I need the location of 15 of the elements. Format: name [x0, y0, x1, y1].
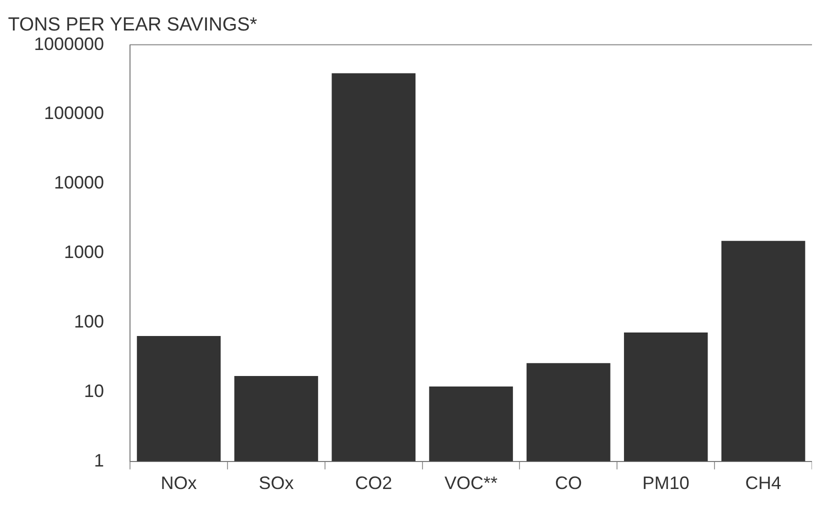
y-tick-label: 1000000 [34, 34, 104, 54]
y-tick-label: 100 [74, 312, 104, 332]
x-tick-label: NOx [160, 473, 197, 494]
x-tick-label: PM10 [642, 473, 690, 494]
y-tick-label: 10000 [54, 172, 104, 193]
y-tick-label: 1000 [64, 242, 104, 262]
y-tick-label: 1 [94, 450, 104, 470]
y-tick-label: 10 [84, 380, 104, 401]
x-tick-label: CO2 [355, 473, 392, 494]
x-tick-label: CH4 [745, 473, 782, 494]
x-tick-label: SOx [258, 473, 294, 494]
x-tick-label: VOC** [444, 473, 498, 494]
chart-title: TONS PER YEAR SAVINGS* [8, 14, 258, 36]
x-tick-label: CO [554, 473, 582, 494]
y-tick-label: 100000 [44, 103, 104, 124]
